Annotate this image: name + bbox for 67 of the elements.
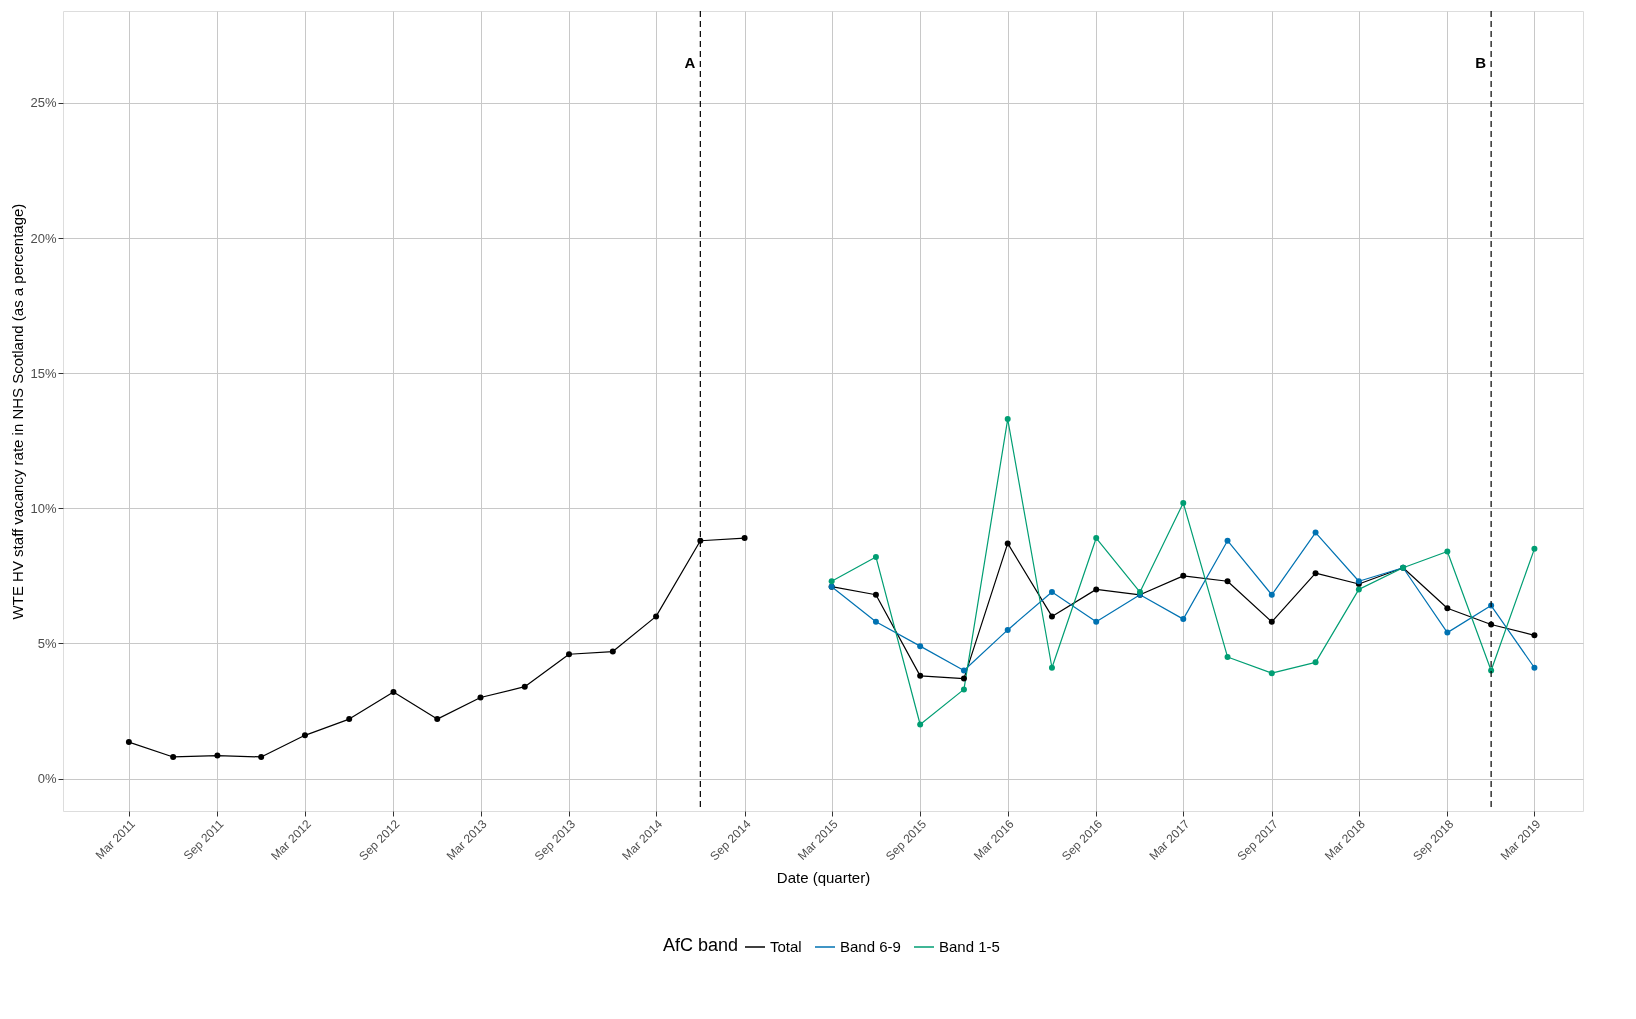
ref-line-label: A xyxy=(684,54,696,71)
point xyxy=(1093,535,1100,542)
point xyxy=(960,675,967,682)
ref-line-label: B xyxy=(1475,54,1487,71)
x-axis-title: Date (quarter) xyxy=(776,868,871,886)
point xyxy=(434,716,441,723)
point xyxy=(1093,586,1100,593)
point xyxy=(1531,632,1538,639)
point xyxy=(1312,659,1319,666)
point xyxy=(872,591,879,598)
y-axis-title: WTE HV staff vacancy rate in NHS Scotland (as a percentage) xyxy=(9,203,27,620)
point xyxy=(917,672,924,679)
y-tick-label: 0% xyxy=(37,771,57,787)
point xyxy=(1004,626,1011,633)
point xyxy=(521,683,528,690)
point xyxy=(1180,616,1187,623)
point xyxy=(1444,605,1451,612)
point xyxy=(828,578,835,585)
point xyxy=(1268,670,1275,677)
y-tick-label: 10% xyxy=(30,500,57,516)
point xyxy=(1268,618,1275,625)
point xyxy=(1224,653,1231,660)
point xyxy=(1312,529,1319,536)
point xyxy=(872,618,879,625)
point xyxy=(170,753,177,760)
point xyxy=(917,721,924,728)
point xyxy=(1048,664,1055,671)
point xyxy=(1355,586,1362,593)
point xyxy=(741,535,748,542)
point xyxy=(1268,591,1275,598)
point xyxy=(477,694,484,701)
point xyxy=(1444,629,1451,636)
point xyxy=(390,689,397,696)
y-tick-label: 15% xyxy=(30,365,57,381)
point xyxy=(1093,618,1100,625)
point xyxy=(697,537,704,544)
point xyxy=(1180,572,1187,579)
point xyxy=(653,613,660,620)
point xyxy=(258,753,265,760)
point xyxy=(1531,664,1538,671)
point xyxy=(346,716,353,723)
point xyxy=(960,686,967,693)
point xyxy=(214,752,221,759)
point xyxy=(1004,540,1011,547)
point xyxy=(125,739,132,746)
point xyxy=(1312,570,1319,577)
point xyxy=(1048,613,1055,620)
legend-label: Band 1-5 xyxy=(939,938,1000,955)
y-tick-label: 25% xyxy=(30,95,57,111)
point xyxy=(960,667,967,674)
point xyxy=(1224,578,1231,585)
y-tick-label: 5% xyxy=(37,635,57,651)
point xyxy=(1531,545,1538,552)
point xyxy=(917,643,924,650)
legend-title: AfC band xyxy=(663,935,739,955)
point xyxy=(301,732,308,739)
point xyxy=(1224,537,1231,544)
point xyxy=(872,553,879,560)
y-tick-label: 20% xyxy=(30,230,57,246)
legend-label: Band 6-9 xyxy=(840,938,901,955)
point xyxy=(566,651,573,658)
point xyxy=(1180,499,1187,506)
point xyxy=(1048,589,1055,596)
point xyxy=(1444,548,1451,555)
point xyxy=(1004,416,1011,423)
legend-label: Total xyxy=(770,938,802,955)
point xyxy=(609,648,616,655)
